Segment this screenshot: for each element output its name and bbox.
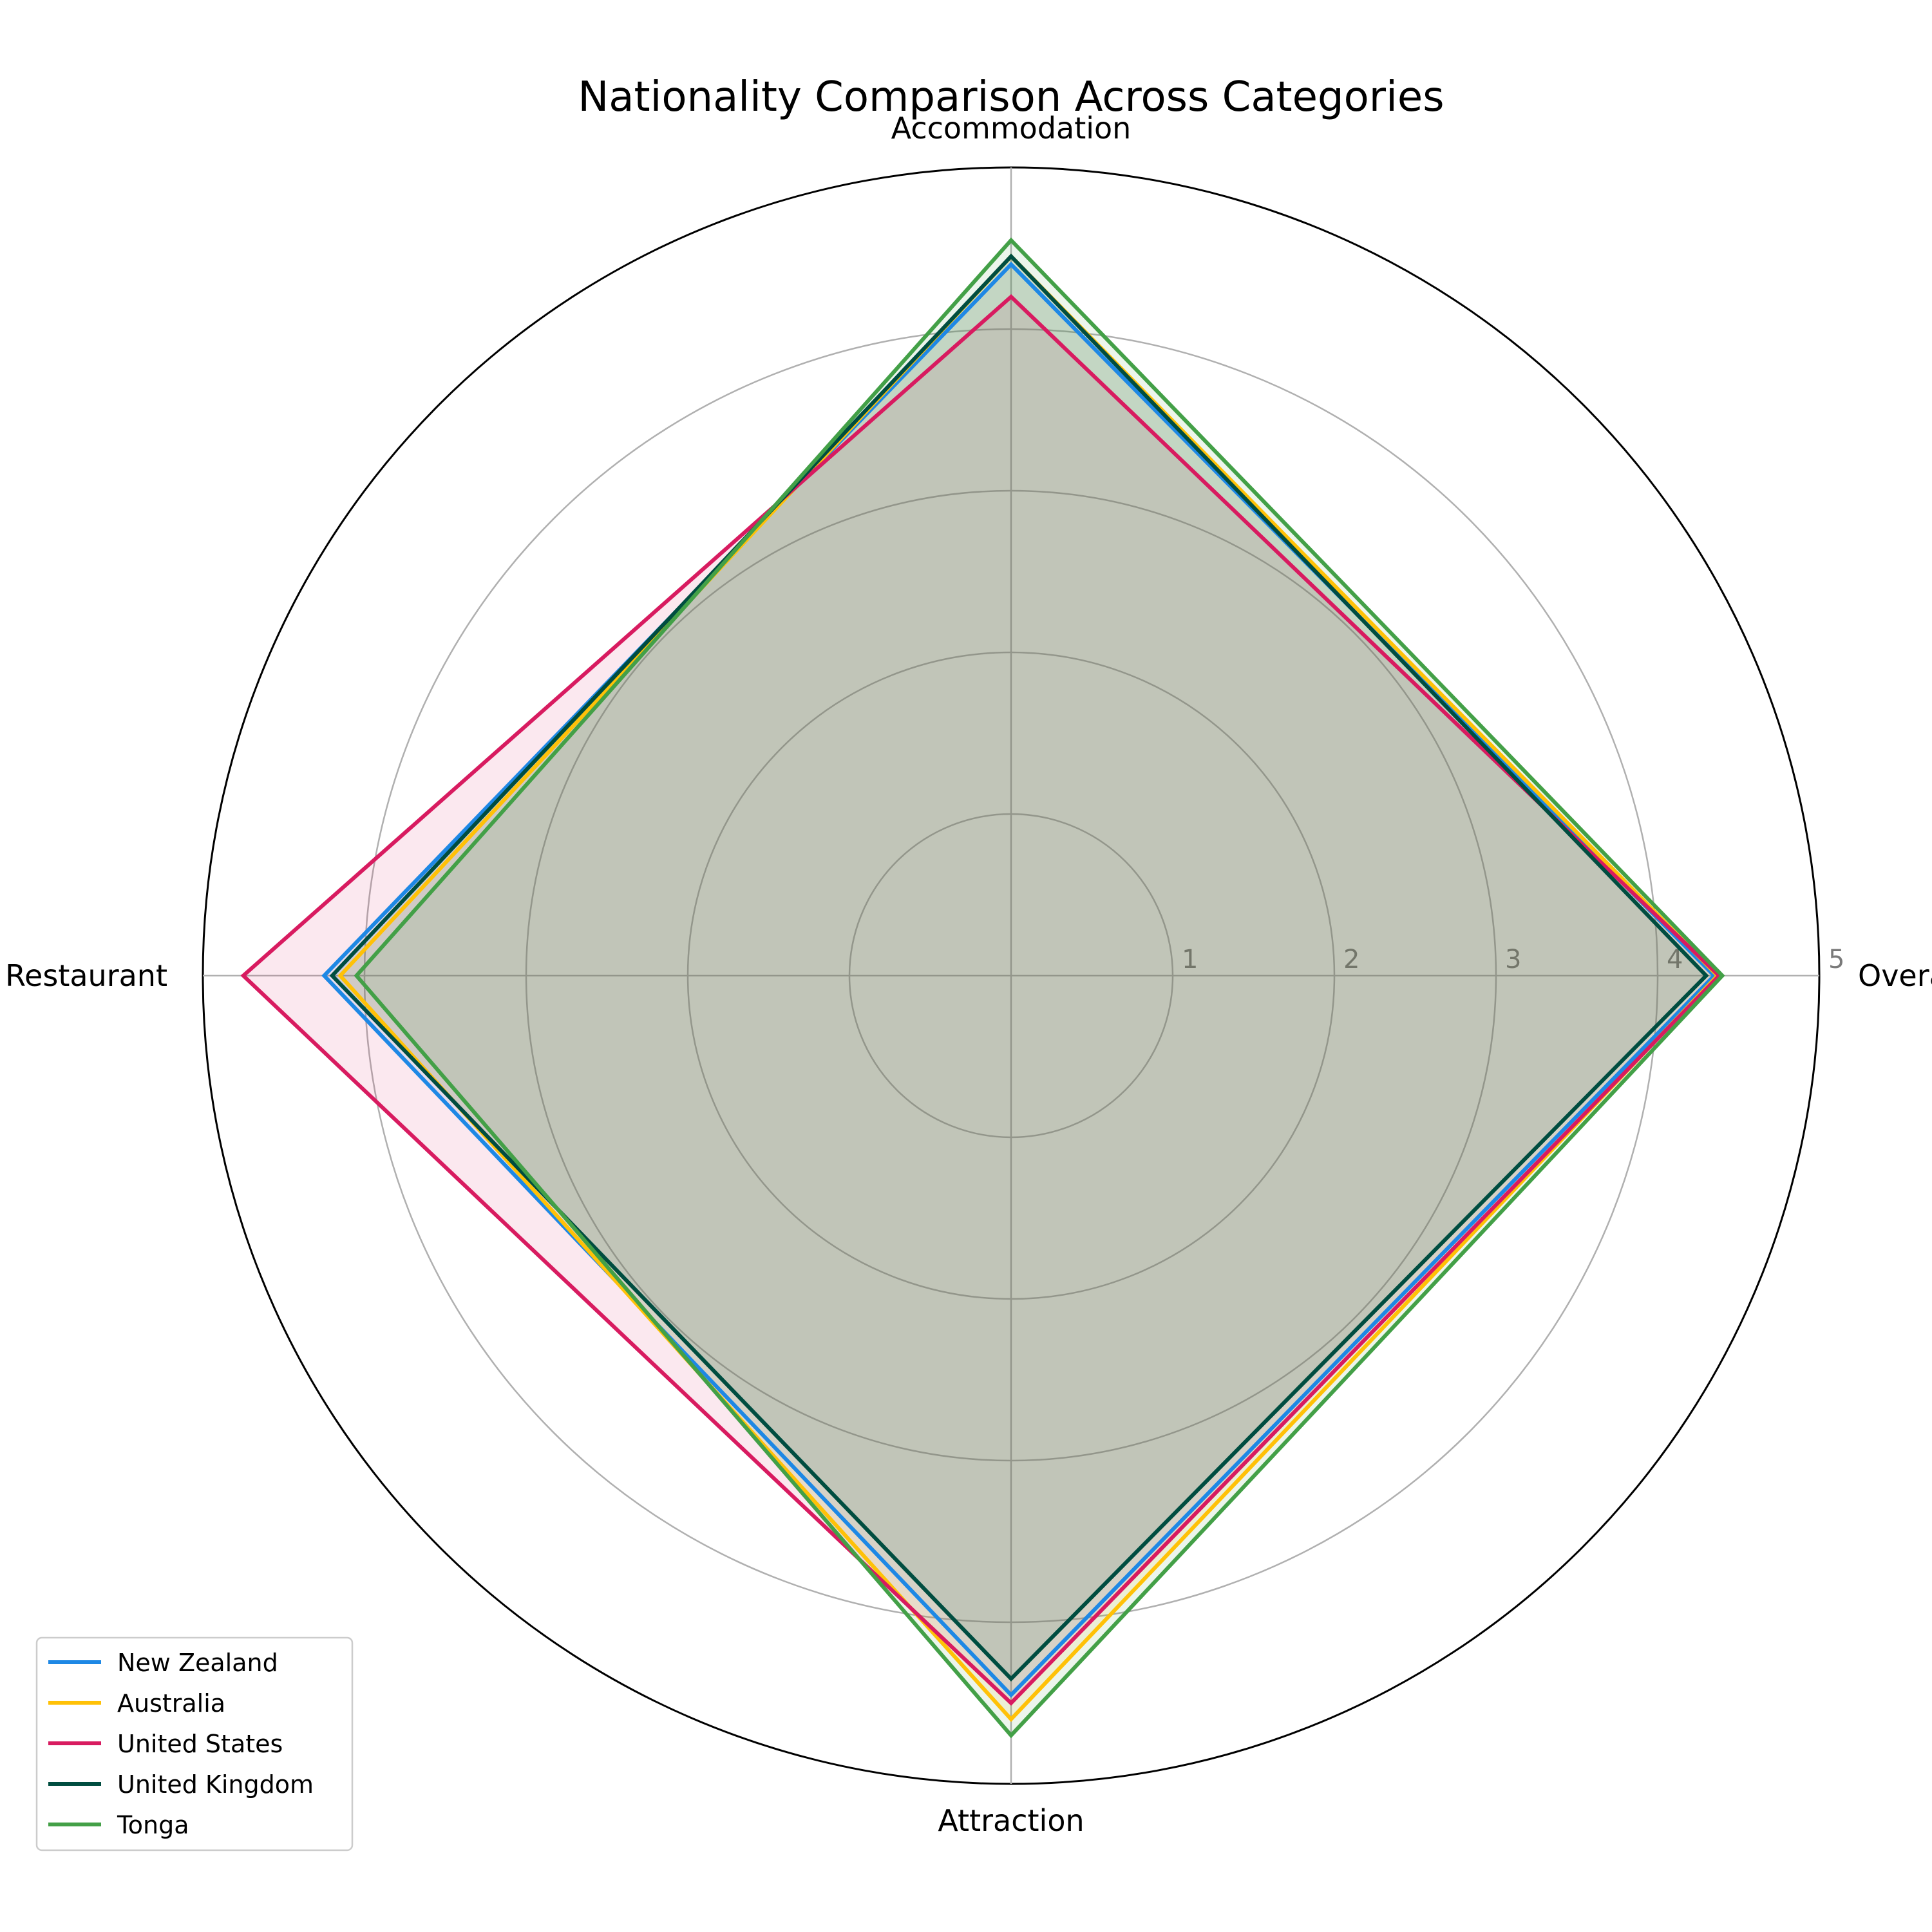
axis-label: Overall [1858, 958, 1932, 993]
legend-label: New Zealand [117, 1649, 278, 1677]
chart-title: Nationality Comparison Across Categories [578, 73, 1444, 121]
radial-tick-label: 5 [1828, 945, 1844, 974]
radial-tick-label: 1 [1182, 945, 1198, 974]
series-line [329, 253, 1709, 1682]
series-group [240, 237, 1725, 1739]
radial-tick-label: 3 [1505, 945, 1521, 974]
axis-label: Restaurant [5, 958, 167, 993]
legend-label: United Kingdom [117, 1770, 314, 1799]
labels: Overall Accommodation Restaurant Attraction [5, 111, 1932, 1838]
series-fill [243, 296, 1719, 1703]
axis-label: Accommodation [891, 111, 1132, 146]
series-fill [356, 240, 1723, 1736]
series-line [337, 253, 1721, 1723]
series-line [240, 294, 1722, 1706]
series-line [354, 237, 1725, 1739]
legend-label: United States [117, 1730, 283, 1758]
legend-label: Australia [117, 1689, 225, 1718]
radial-tick-label: 2 [1343, 945, 1359, 974]
axis-label: Attraction [938, 1803, 1084, 1838]
legend: New Zealand Australia United States United … [35, 1636, 354, 1852]
legend-box [35, 1636, 354, 1852]
legend-label: Tonga [117, 1811, 189, 1839]
